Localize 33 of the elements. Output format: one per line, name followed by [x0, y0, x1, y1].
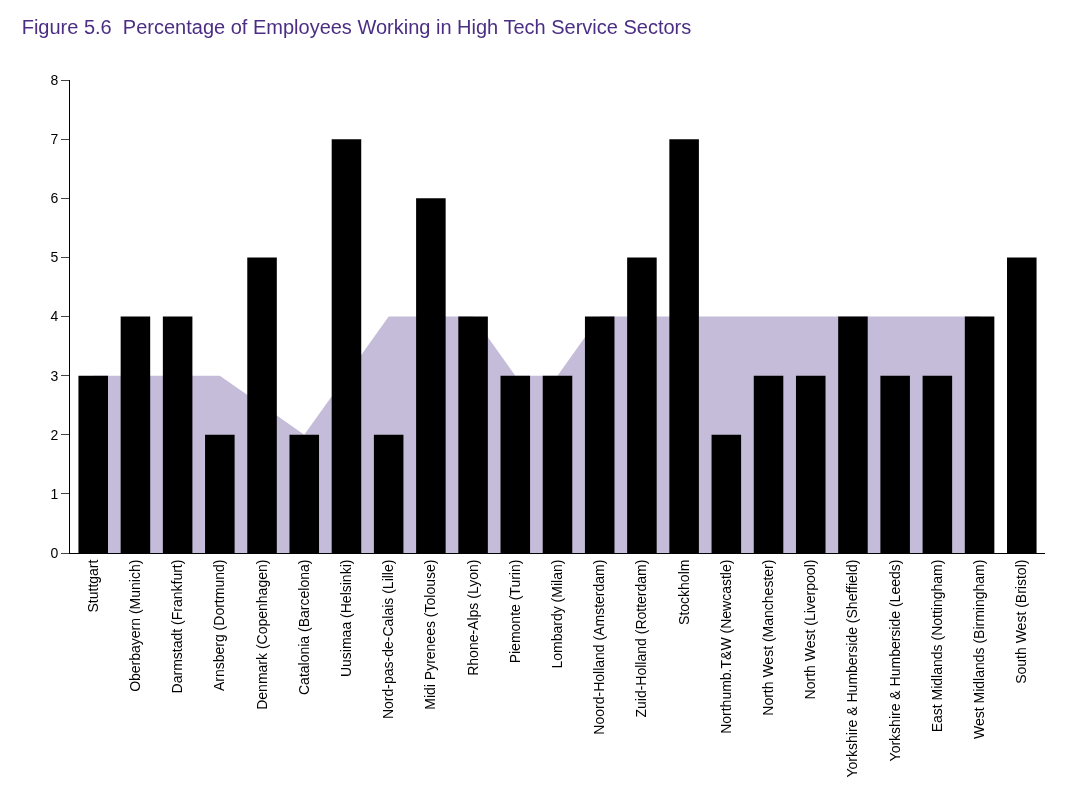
y-tick-label: 2 [50, 426, 59, 443]
y-tick-label: 0 [50, 544, 59, 561]
x-tick-label: Denmark (Copenhagen) [253, 559, 270, 710]
x-tick-label: West Midlands (Birmingham) [971, 559, 988, 740]
x-tick-label: Rhone-Alps (Lyon) [464, 559, 481, 676]
x-tick-label: North West (Liverpool) [802, 559, 819, 700]
y-tick-label: 1 [50, 485, 59, 502]
x-tick-label: North West (Manchester) [760, 559, 777, 716]
x-tick-label: Arnsberg (Dortmund) [211, 559, 228, 692]
x-tick-label: Lombardy (Milan) [549, 559, 566, 669]
x-tick-label: Piemonte (Turin) [506, 559, 523, 664]
x-tick-label: Uusimaa (Helsinki) [338, 559, 355, 678]
y-tick-label: 6 [50, 190, 59, 207]
y-tick-label: 3 [50, 367, 59, 384]
x-tick-label: Stockholm [675, 559, 692, 625]
x-tick-label: Oberbayern (Munich) [126, 559, 143, 692]
x-tick-label: Catalonia (Barcelona) [295, 559, 312, 696]
x-tick-label: Northumb.T&W (Newcastle) [717, 559, 734, 734]
y-tick-label: 8 [50, 71, 59, 88]
x-tick-label: South West (Bristol) [1013, 559, 1030, 684]
x-tick-label: Stuttgart [84, 559, 101, 613]
x-tick-label: Yorkshire & Humberside (Sheffield) [844, 559, 861, 778]
y-tick-label: 4 [50, 308, 59, 325]
x-tick-label: Zuid-Holland (Rotterdam) [633, 559, 650, 718]
y-tick-label: 5 [50, 249, 59, 266]
y-tick-label: 7 [50, 131, 59, 148]
x-tick-label: Yorkshire & Humberside (Leeds) [886, 559, 903, 762]
x-tick-label: Midi Pyrenees (Tolouse) [422, 559, 439, 710]
chart-title: Figure 5.6 Percentage of Employees Working in High Tech Service Sectors [21, 15, 692, 38]
x-tick-label: Noord-Holland (Amsterdam) [591, 559, 608, 735]
x-tick-label: Nord-pas-de-Calais (Lille) [380, 559, 397, 720]
x-tick-label: Darmstadt (Frankfurt) [169, 559, 186, 694]
x-tick-label: East Midlands (Nottingham) [928, 559, 945, 733]
